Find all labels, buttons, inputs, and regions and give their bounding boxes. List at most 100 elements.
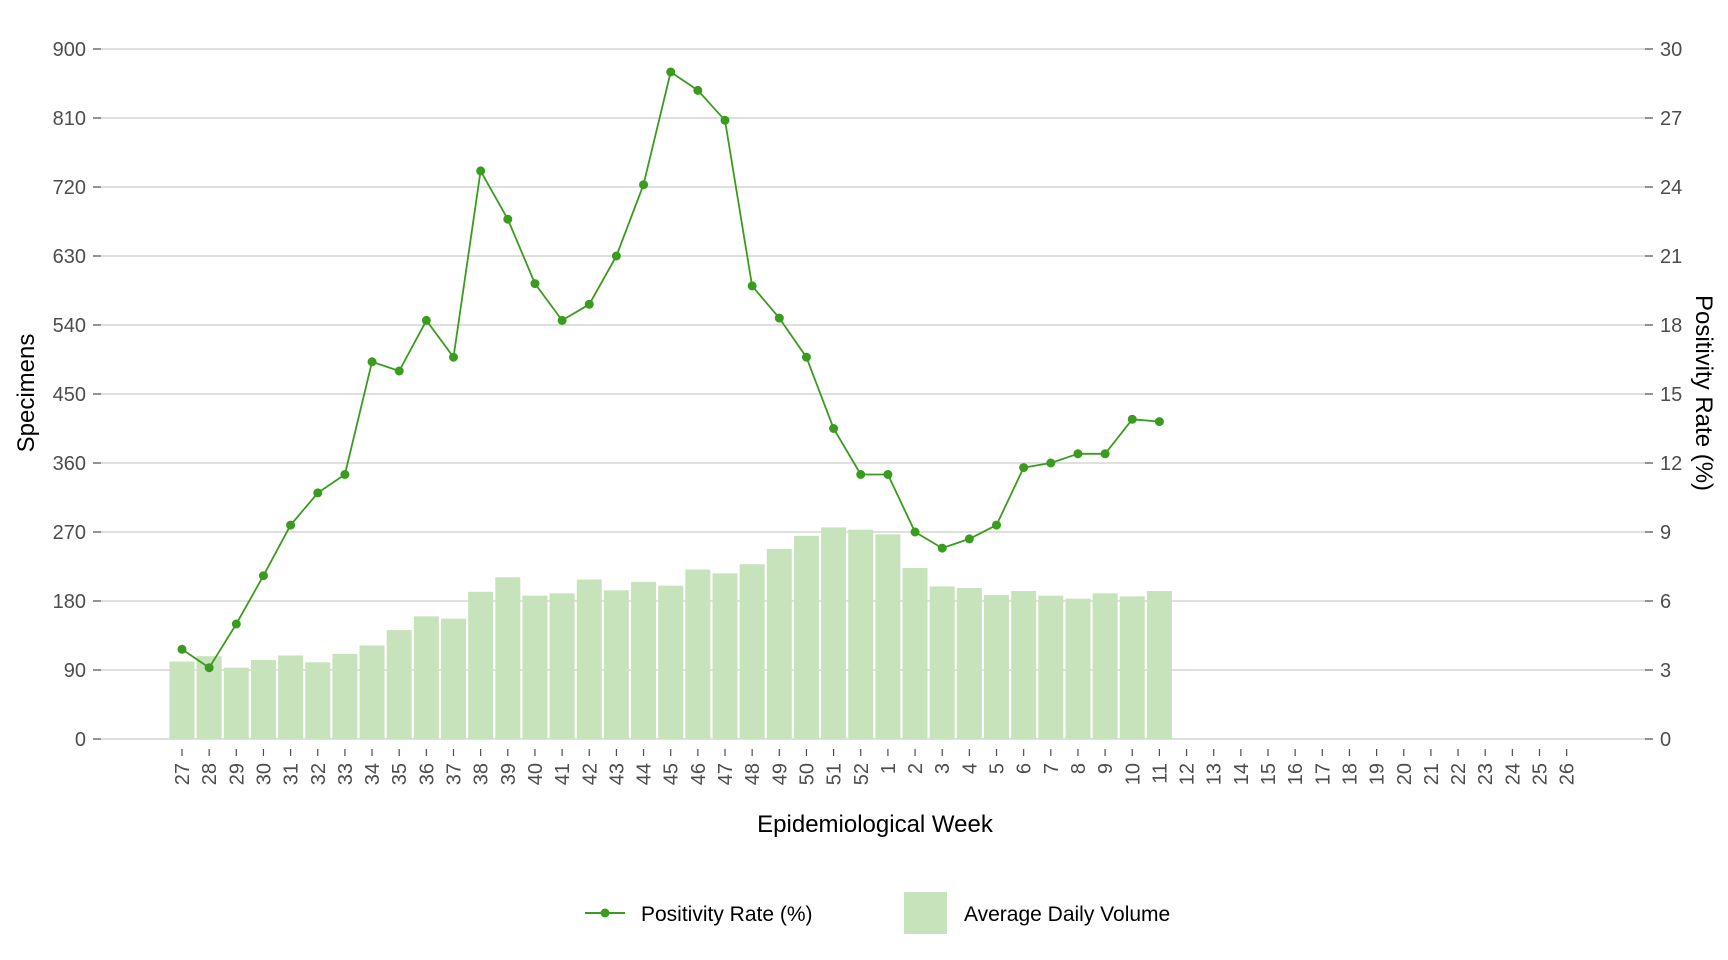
data-point [1019, 463, 1029, 473]
bar [848, 529, 874, 739]
data-point [449, 352, 458, 362]
x-tick-label: 12 [1177, 763, 1199, 785]
x-tick-label: 1 [878, 763, 900, 774]
x-tick-label: 43 [606, 763, 628, 785]
x-axis-title: Epidemiological Week [757, 811, 994, 838]
x-tick-label: 16 [1285, 763, 1307, 785]
data-point [693, 85, 703, 95]
left-tick-label: 0 [75, 729, 86, 751]
left-tick-label: 900 [53, 39, 86, 61]
right-tick-label: 27 [1660, 108, 1682, 130]
data-point [367, 357, 377, 367]
right-tick-label: 3 [1660, 660, 1671, 682]
data-point [1073, 449, 1083, 459]
x-tick-label: 23 [1475, 763, 1497, 785]
bar [549, 593, 575, 739]
x-tick-label: 46 [688, 763, 710, 785]
legend-bar-swatch [904, 892, 947, 934]
bar [929, 586, 955, 739]
data-point [530, 279, 540, 289]
positivity-rate-line [181, 71, 1160, 669]
bar [468, 591, 494, 739]
x-tick-label: 2 [905, 763, 927, 774]
right-tick-label: 21 [1660, 246, 1682, 268]
right-tick-label: 24 [1660, 177, 1682, 199]
bar [712, 573, 738, 739]
data-point [177, 644, 187, 654]
data-point [720, 115, 730, 125]
bar [223, 667, 249, 739]
data-point [394, 366, 404, 376]
x-tick-label: 41 [552, 763, 574, 785]
x-tick-label: 31 [281, 763, 303, 785]
bar [875, 534, 901, 739]
legend-point-swatch [600, 908, 610, 918]
bar [441, 618, 466, 739]
bar [576, 579, 602, 739]
line-series [177, 67, 1164, 673]
x-tick-label: 29 [226, 763, 248, 785]
legend-label-average-daily-volume: Average Daily Volume [964, 903, 1170, 926]
bar [984, 594, 1009, 739]
x-tick-label: 9 [1095, 763, 1117, 774]
right-tick-label: 15 [1660, 384, 1682, 406]
right-tick-label: 18 [1660, 315, 1682, 337]
bar [631, 581, 657, 739]
bar [658, 585, 684, 739]
data-point [231, 619, 241, 629]
bar [1038, 595, 1064, 739]
x-tick-label: 4 [959, 763, 981, 774]
left-tick-label: 540 [53, 315, 86, 337]
bar [1065, 598, 1091, 739]
x-tick-label: 19 [1367, 763, 1389, 785]
left-tick-label: 630 [53, 246, 86, 268]
data-point [204, 663, 214, 673]
x-tick-label: 27 [172, 763, 194, 785]
legend-item-positivity-rate: Positivity Rate (%) [585, 903, 813, 926]
grid-lines [101, 48, 1645, 740]
x-tick-label: 21 [1421, 763, 1443, 785]
x-tick-label: 51 [824, 763, 846, 785]
x-tick-label: 35 [389, 763, 411, 785]
x-tick-label: 52 [851, 763, 873, 785]
data-point [1046, 458, 1056, 468]
x-tick-label: 7 [1041, 763, 1063, 774]
data-point [747, 281, 757, 291]
data-point [286, 520, 296, 530]
bar [250, 660, 276, 739]
x-tick-label: 42 [579, 763, 601, 785]
x-tick-label: 32 [308, 763, 330, 785]
x-tick-label: 5 [987, 763, 1009, 774]
x-tick-label: 11 [1149, 763, 1171, 784]
left-tick-label: 180 [53, 591, 86, 613]
bar [793, 535, 819, 739]
data-point [557, 315, 567, 325]
bar [278, 655, 304, 739]
bar [956, 587, 982, 739]
data-point [340, 470, 350, 479]
bar [522, 595, 548, 739]
bar [1092, 593, 1118, 739]
bar-series [169, 527, 1172, 739]
x-tick-label: 25 [1530, 763, 1552, 785]
right-tick-label: 9 [1660, 522, 1671, 544]
left-tick-label: 90 [64, 660, 86, 682]
bar [495, 577, 521, 739]
right-tick-label: 12 [1660, 453, 1682, 475]
bar [413, 616, 439, 739]
legend-label-positivity-rate: Positivity Rate (%) [641, 903, 813, 926]
x-tick-label: 18 [1339, 763, 1361, 785]
x-tick-label: 44 [634, 763, 656, 785]
data-point [313, 488, 323, 498]
bar [739, 564, 765, 739]
right-tick-label: 0 [1660, 729, 1671, 751]
bar [603, 590, 629, 739]
x-tick-label: 10 [1122, 763, 1144, 785]
right-tick-label: 30 [1660, 39, 1682, 61]
legend-item-average-daily-volume: Average Daily Volume [904, 892, 1170, 934]
x-tick-label: 45 [661, 763, 683, 785]
data-point [856, 470, 866, 479]
x-tick-label: 48 [742, 763, 764, 785]
bar [332, 653, 358, 739]
